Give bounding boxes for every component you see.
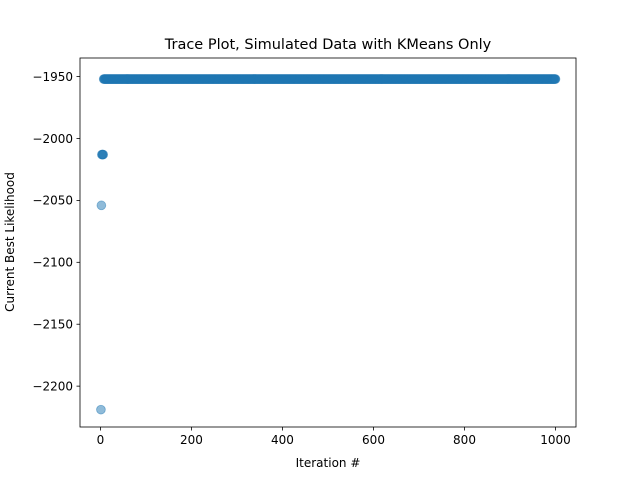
x-tick-label: 600 [362,433,385,447]
y-tick-label: −1950 [32,70,73,84]
y-axis-label: Current Best Likelihood [3,172,17,312]
plot-frame [79,57,577,428]
y-tick-label: −2050 [32,194,73,208]
data-point-plateau [550,74,561,84]
chart-title: Trace Plot, Simulated Data with KMeans O… [164,37,492,53]
y-tick-label: −2150 [32,318,73,332]
data-points [96,74,561,415]
x-axis-label: Iteration # [296,456,361,470]
y-tick-label: −2100 [32,256,73,270]
data-point-early-1 [96,404,106,415]
y-axis-ticks: −2200 −2150 −2100 −2050 −2000 −1950 [32,70,80,393]
x-tick-label: 800 [453,433,476,447]
x-tick-label: 400 [271,433,294,447]
x-tick-label: 1000 [540,433,571,447]
x-tick-label: 200 [180,433,203,447]
x-axis-ticks: 0 200 400 600 800 1000 [97,427,571,447]
y-tick-label: −2200 [32,379,73,393]
data-point-early-6 [98,149,109,160]
y-tick-label: −2000 [32,132,73,146]
x-tick-label: 0 [97,433,105,447]
data-point-early-2 [96,200,107,211]
